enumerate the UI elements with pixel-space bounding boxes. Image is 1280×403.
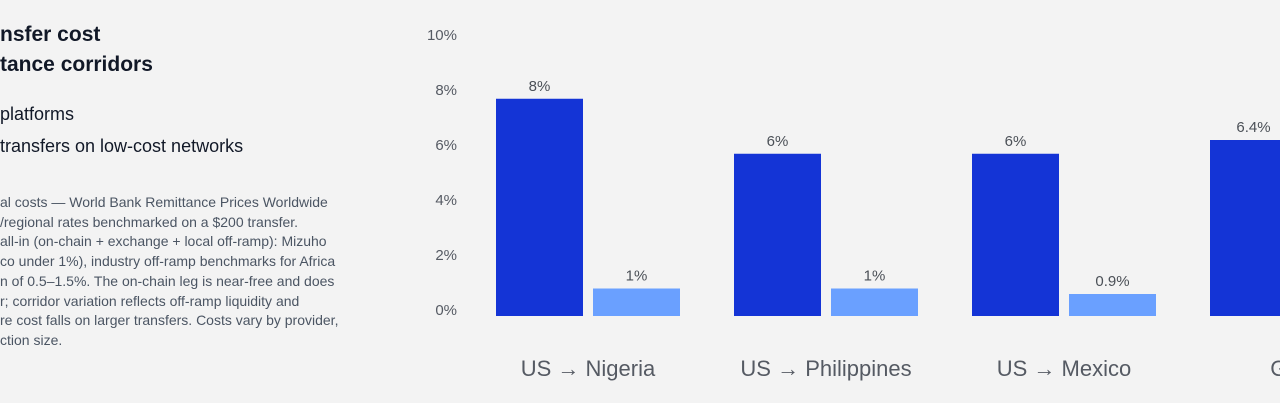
category-label: US → Philippines [740,356,911,381]
bar [496,98,583,316]
bar [734,153,821,316]
source-line: re cost falls on larger transfers. Costs… [0,312,339,329]
bar [1210,140,1280,316]
bar [593,288,680,316]
y-tick-label: 10% [427,27,457,44]
legend-item-low-cost: transfers on low-cost networks [0,136,243,157]
source-line: /regional rates benchmarked on a $200 tr… [0,213,299,230]
category-label: US → Nigeria [521,356,656,381]
source-line: al costs — World Bank Remittance Prices … [0,194,328,210]
y-tick-label: 4% [435,192,457,209]
source-line: all-in (on-chain + exchange + local off-… [0,233,327,250]
y-tick-label: 0% [435,302,457,319]
left-panel: nsfer cost tance corridors platforms tra… [0,0,400,403]
bar [1069,294,1156,316]
source-note: al costs — World Bank Remittance Prices … [0,193,400,351]
data-label: 1% [864,268,886,285]
legend-item-platforms: platforms [0,104,74,125]
data-label: 6% [1005,133,1027,150]
source-line: ction size. [0,331,63,348]
category-label: US → Mexico [997,356,1131,381]
data-label: 6.4% [1236,119,1270,136]
y-tick-label: 8% [435,82,457,99]
source-line: co under 1%), industry off-ramp benchmar… [0,253,336,270]
data-label: 0.9% [1095,273,1129,290]
data-label: 1% [626,268,648,285]
bar [972,153,1059,316]
legend-label-platforms: platforms [0,104,75,124]
chart-title-line-2: tance corridors [0,53,153,76]
source-line: r; corridor variation reflects off-ramp … [0,292,300,309]
category-label: Global [1270,356,1280,381]
data-label: 6% [767,133,789,150]
chart-title-line-1: nsfer cost [0,23,101,46]
legend-label-low-cost: transfers on low-cost networks [0,136,244,156]
source-line: n of 0.5–1.5%. The on-chain leg is near-… [0,272,335,289]
data-label: 8% [529,78,551,95]
y-tick-label: 6% [435,137,457,154]
chart-title: nsfer cost tance corridors [0,20,400,80]
y-tick-label: 2% [435,247,457,264]
bar [831,288,918,316]
